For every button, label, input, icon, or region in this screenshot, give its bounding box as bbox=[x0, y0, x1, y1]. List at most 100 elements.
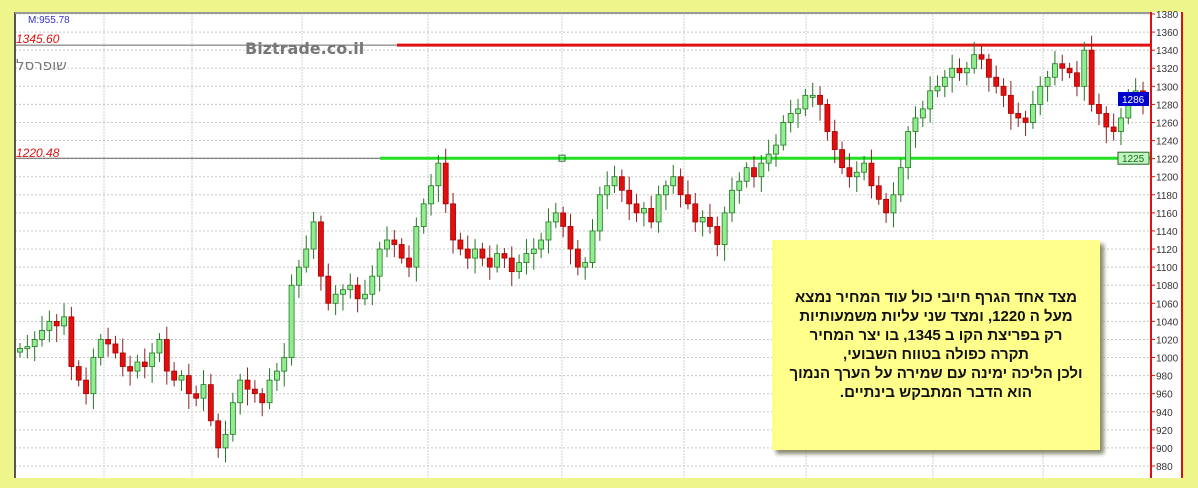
candle bbox=[670, 164, 677, 194]
candle bbox=[545, 208, 552, 254]
candle bbox=[589, 219, 596, 269]
candle bbox=[200, 370, 207, 411]
candle bbox=[1022, 110, 1029, 137]
candle bbox=[376, 241, 383, 292]
tick-label: 1120 bbox=[1156, 245, 1178, 256]
candle-body bbox=[229, 402, 236, 435]
candle bbox=[472, 239, 478, 274]
candle-body bbox=[237, 379, 244, 404]
candle bbox=[552, 202, 559, 229]
tick-label: 1320 bbox=[1156, 64, 1179, 75]
tick-label: 1080 bbox=[1156, 281, 1179, 292]
candle-body bbox=[729, 189, 735, 214]
candle bbox=[97, 334, 104, 366]
candle bbox=[435, 155, 442, 203]
m-value: M:955.78 bbox=[28, 15, 70, 26]
candle-body bbox=[1081, 49, 1088, 87]
candle-body bbox=[288, 284, 295, 358]
candle-body bbox=[795, 108, 801, 114]
candle-body bbox=[1118, 117, 1124, 132]
candle bbox=[222, 420, 229, 463]
support-tag-label: 1225 bbox=[1122, 154, 1145, 165]
candle-body bbox=[1022, 117, 1029, 123]
price-tags: 1286 1225 bbox=[1117, 91, 1150, 165]
candle bbox=[817, 86, 823, 121]
candle-body bbox=[648, 207, 655, 223]
candle bbox=[640, 202, 647, 227]
candle bbox=[420, 198, 427, 234]
candle bbox=[626, 176, 633, 221]
candle-body bbox=[552, 212, 559, 223]
candle bbox=[24, 334, 31, 359]
candle bbox=[971, 42, 978, 74]
candle bbox=[332, 285, 339, 316]
candle-body bbox=[846, 167, 853, 178]
candle-body bbox=[1015, 113, 1022, 119]
resistance-label: 1345.60 bbox=[16, 32, 60, 46]
candle bbox=[31, 331, 38, 362]
candle bbox=[1110, 113, 1117, 141]
candle bbox=[450, 192, 456, 254]
candle bbox=[963, 61, 970, 86]
candle-body bbox=[200, 384, 207, 399]
candle bbox=[567, 213, 574, 265]
candle bbox=[618, 169, 625, 203]
candle bbox=[883, 192, 890, 223]
watermark: Biztrade.co.il bbox=[245, 39, 364, 58]
note-text: מצד אחד הגרף חיובי כול עוד המחיר נמצא מע… bbox=[789, 289, 1083, 401]
candle bbox=[1081, 42, 1088, 101]
candle bbox=[699, 210, 706, 237]
candle bbox=[751, 155, 757, 188]
candle-body bbox=[413, 226, 420, 268]
candle bbox=[897, 158, 904, 203]
candle bbox=[934, 75, 941, 98]
tick-label: 1060 bbox=[1156, 299, 1179, 310]
candle bbox=[685, 180, 691, 210]
candle-body bbox=[751, 167, 757, 178]
candle-body bbox=[574, 248, 581, 268]
candle-body bbox=[985, 58, 992, 78]
candle bbox=[325, 263, 332, 311]
candle-body bbox=[516, 262, 523, 273]
tick-label: 1040 bbox=[1156, 317, 1179, 328]
candle bbox=[853, 161, 860, 193]
candle-body bbox=[875, 185, 882, 200]
candle-body bbox=[149, 352, 156, 367]
candle-body bbox=[1037, 85, 1044, 105]
candle bbox=[46, 310, 53, 343]
candle bbox=[596, 186, 603, 241]
candle bbox=[281, 343, 288, 387]
candle bbox=[927, 76, 934, 123]
candle-body bbox=[773, 144, 779, 155]
candle bbox=[68, 306, 75, 381]
candle bbox=[809, 82, 816, 108]
candle-body bbox=[435, 162, 442, 187]
candle-body bbox=[530, 248, 537, 254]
candle bbox=[677, 168, 684, 208]
candle bbox=[119, 338, 126, 377]
candle-body bbox=[244, 379, 251, 390]
candle-body bbox=[582, 262, 589, 268]
candle-body bbox=[222, 433, 229, 449]
candle-body bbox=[861, 162, 867, 173]
support-tag bbox=[1117, 151, 1150, 165]
candle bbox=[163, 326, 170, 385]
candle bbox=[1037, 76, 1044, 116]
candle-body bbox=[1052, 63, 1058, 78]
candle bbox=[347, 273, 354, 299]
candle-body bbox=[501, 253, 508, 259]
tick-label: 1020 bbox=[1156, 335, 1179, 346]
candle-body bbox=[171, 370, 178, 381]
candle-body bbox=[589, 230, 596, 264]
candle bbox=[831, 119, 838, 164]
candle-body bbox=[251, 388, 258, 395]
candle-body bbox=[809, 94, 816, 98]
candle-body bbox=[296, 266, 302, 286]
candle-body bbox=[890, 194, 897, 214]
candle bbox=[604, 171, 611, 210]
candle-body bbox=[1030, 104, 1036, 123]
candle bbox=[156, 333, 163, 363]
candle-body bbox=[207, 384, 214, 422]
candle bbox=[1074, 61, 1080, 97]
candle-body bbox=[618, 176, 625, 191]
